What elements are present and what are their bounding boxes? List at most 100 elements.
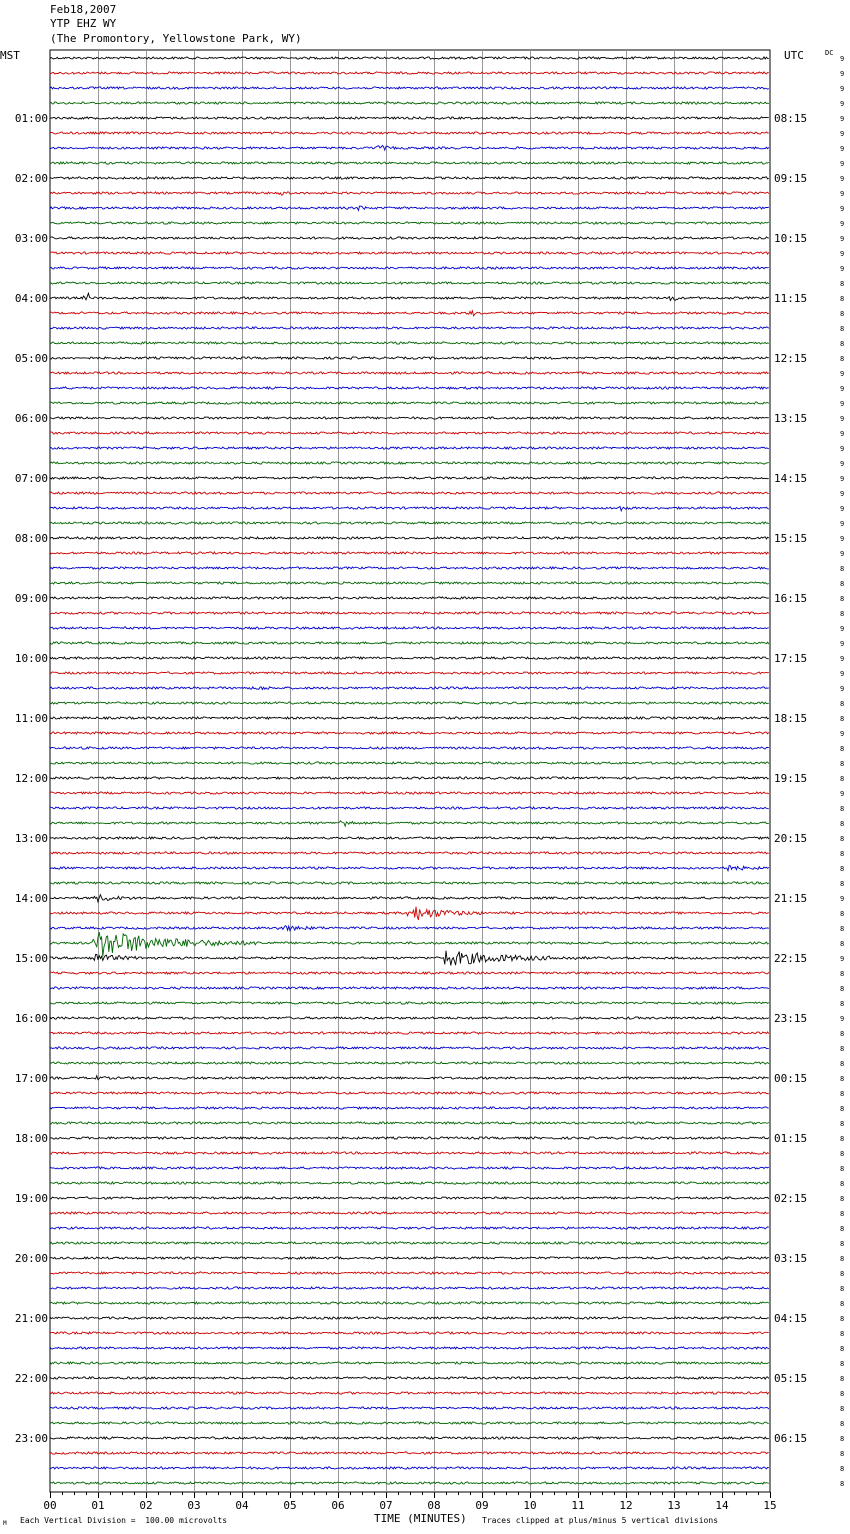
trace-line: [49, 1256, 769, 1260]
trace-line: [49, 416, 769, 420]
trace-line: [49, 371, 770, 375]
x-tick-label: 15: [763, 1499, 776, 1512]
trace-digit-label: 8: [840, 1135, 844, 1143]
trace-line: [49, 1330, 769, 1335]
station-location: (The Promontory, Yellowstone Park, WY): [50, 32, 302, 45]
trace-digit-label: 8: [840, 760, 844, 768]
right-hour-label: 18:15: [774, 712, 807, 725]
trace-digit-label: 8: [840, 1270, 844, 1278]
trace-digit-label: 9: [840, 220, 844, 228]
trace-line: [49, 191, 770, 196]
x-tick-label: 02: [139, 1499, 152, 1512]
trace-digit-label: 8: [840, 940, 844, 948]
trace-line: [49, 1301, 770, 1305]
trace-line: [49, 101, 770, 105]
trace-line: [49, 924, 769, 933]
trace-digit-label: 8: [840, 1225, 844, 1233]
vertical-scale-note: Each Vertical Division = 100.00 microvol…: [20, 1516, 228, 1525]
trace-digit-label: 9: [840, 205, 844, 213]
left-hour-label: 18:00: [15, 1132, 48, 1145]
trace-line: [49, 326, 770, 330]
trace-digit-label: 8: [840, 1150, 844, 1158]
trace-line: [49, 805, 769, 810]
trace-line: [49, 1421, 769, 1425]
trace-line: [49, 1376, 770, 1380]
trace-line: [49, 1181, 770, 1185]
trace-digit-label: 9: [840, 685, 844, 693]
trace-digit-label: 9: [840, 625, 844, 633]
trace-line: [49, 205, 769, 212]
right-hour-label: 23:15: [774, 1012, 807, 1025]
trace-line: [49, 291, 770, 302]
trace-line: [49, 176, 769, 180]
trace-digit-label: 9: [840, 730, 844, 738]
trace-digit-label: 8: [840, 1000, 844, 1008]
trace-line: [49, 236, 769, 240]
x-tick-label: 00: [43, 1499, 56, 1512]
trace-digit-label: 9: [840, 790, 844, 798]
trace-line: [49, 931, 770, 957]
trace-digit-label: 9: [840, 475, 844, 483]
trace-line: [49, 1106, 769, 1110]
trace-line: [49, 1316, 769, 1320]
trace-line: [49, 431, 769, 435]
trace-line: [49, 881, 770, 885]
trace-digit-label: 9: [840, 505, 844, 513]
trace-digit-label: 9: [840, 460, 844, 468]
right-hour-label: 10:15: [774, 232, 807, 245]
trace-line: [49, 266, 769, 270]
trace-digit-label: 9: [840, 895, 844, 903]
right-hour-label: 00:15: [774, 1072, 807, 1085]
trace-line: [49, 581, 769, 585]
right-hour-label: 21:15: [774, 892, 807, 905]
left-hour-label: 20:00: [15, 1252, 48, 1265]
left-hour-label: 07:00: [15, 472, 48, 485]
trace-line: [49, 461, 769, 465]
trace-line: [49, 1001, 770, 1005]
label-layer: 00 01 02 03 04 05 06 07 08 09 10 11 12 13 14 15 9 9 9 9 9 9 9 9…: [15, 55, 844, 1512]
trace-line: [49, 731, 770, 735]
trace-digit-label: 9: [840, 85, 844, 93]
right-hour-label: 12:15: [774, 352, 807, 365]
trace-digit-label: 8: [840, 355, 844, 363]
trace-line: [49, 1436, 769, 1441]
trace-digit-label: 8: [840, 970, 844, 978]
trace-digit-label: 8: [840, 835, 844, 843]
trace-line: [49, 1091, 769, 1096]
trace-line: [49, 1466, 769, 1470]
trace-digit-label: 8: [840, 865, 844, 873]
trace-line: [49, 1031, 770, 1035]
trace-digit-label: 9: [840, 400, 844, 408]
trace-digit-label: 8: [840, 1210, 844, 1218]
right-hour-label: 06:15: [774, 1432, 807, 1445]
x-axis-label: TIME (MINUTES): [374, 1512, 467, 1525]
left-hour-label: 03:00: [15, 232, 48, 245]
right-hour-label: 17:15: [774, 652, 807, 665]
trace-line: [49, 1211, 769, 1215]
trace-line: [49, 386, 769, 391]
trace-line: [49, 221, 770, 225]
left-hour-label: 04:00: [15, 292, 48, 305]
x-tick-label: 14: [715, 1499, 729, 1512]
trace-line: [49, 1481, 769, 1485]
trace-digit-label: 8: [840, 1240, 844, 1248]
trace-line: [50, 851, 769, 855]
trace-line: [49, 401, 770, 405]
x-tick-label: 11: [571, 1499, 584, 1512]
left-hour-label: 13:00: [15, 832, 48, 845]
x-tick-label: 03: [187, 1499, 200, 1512]
trace-line: [49, 596, 769, 600]
trace-line: [49, 1361, 770, 1366]
station-code: YTP EHZ WY: [50, 17, 117, 30]
trace-digit-label: 8: [840, 1060, 844, 1068]
left-hour-label: 10:00: [15, 652, 48, 665]
trace-line: [49, 701, 769, 705]
trace-digit-label: 8: [840, 1435, 844, 1443]
trace-digit-label: 8: [840, 820, 844, 828]
left-hour-label: 16:00: [15, 1012, 48, 1025]
trace-line: [49, 86, 769, 90]
x-tick-label: 09: [475, 1499, 488, 1512]
trace-line: [49, 476, 769, 480]
left-hour-label: 11:00: [15, 712, 48, 725]
